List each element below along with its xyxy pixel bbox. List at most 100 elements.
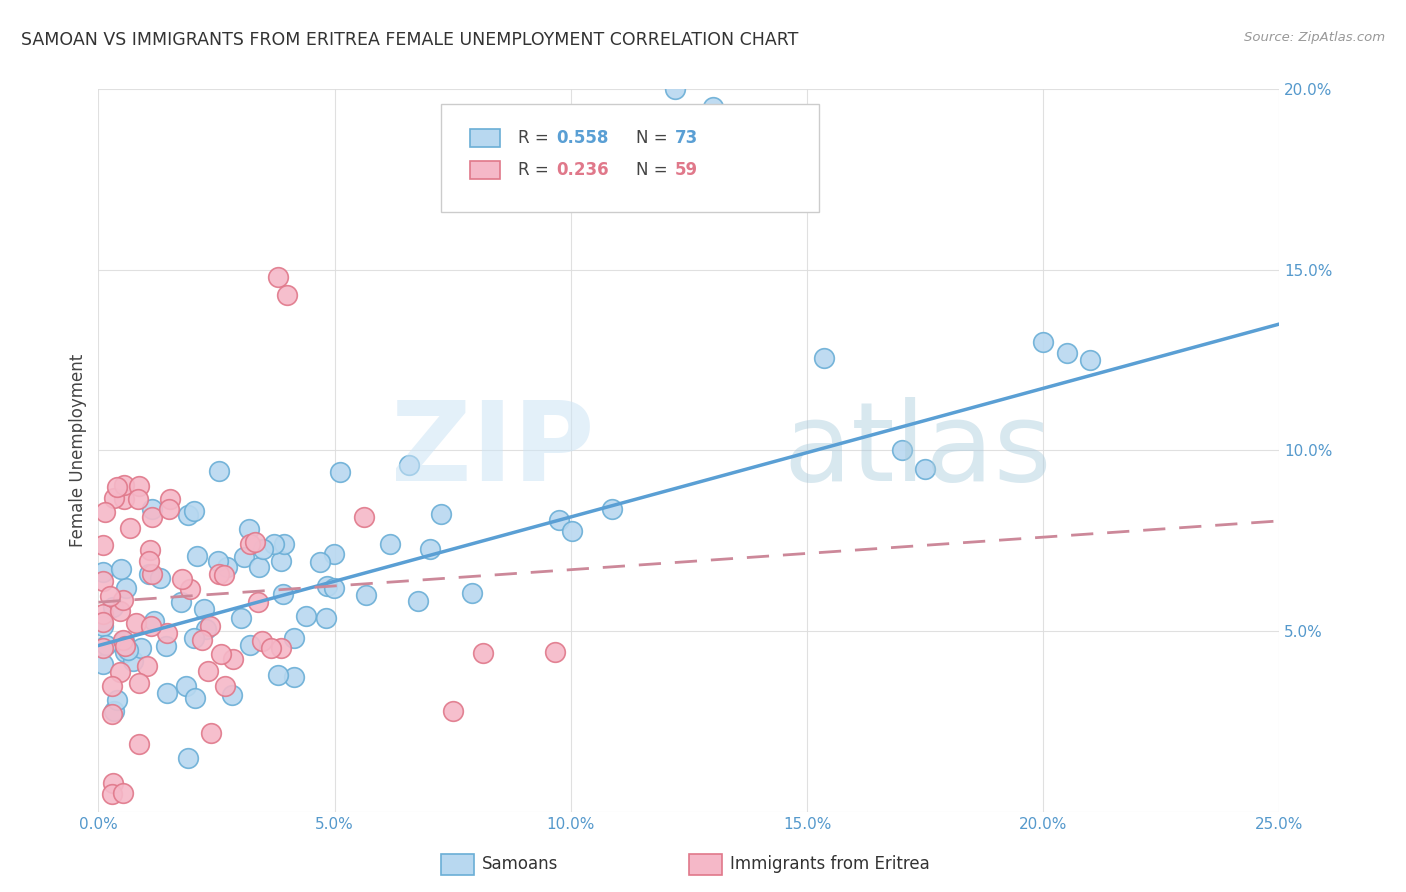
Point [243, 534, 266, 549]
Point [191, 633, 214, 648]
Point [239, 537, 262, 551]
Point [354, 588, 377, 602]
Point [561, 524, 583, 538]
Point [214, 679, 236, 693]
Point [222, 651, 245, 665]
Point [141, 619, 163, 633]
Point [725, 172, 748, 186]
Point [238, 522, 260, 536]
Point [276, 288, 298, 302]
Point [186, 549, 208, 563]
Point [208, 566, 231, 581]
Text: ZIP: ZIP [391, 397, 595, 504]
Text: N =: N = [636, 161, 672, 179]
Point [183, 631, 205, 645]
Point [138, 554, 160, 568]
Point [91, 640, 114, 655]
Point [378, 537, 401, 551]
Point [141, 501, 163, 516]
Point [252, 541, 274, 556]
Point [125, 615, 148, 630]
Point [101, 706, 124, 721]
Point [141, 510, 163, 524]
Point [267, 270, 290, 285]
Point [247, 595, 270, 609]
Text: Samoans: Samoans [482, 855, 558, 873]
Point [129, 641, 152, 656]
Point [115, 581, 138, 595]
Point [600, 501, 623, 516]
Point [101, 679, 124, 693]
Point [329, 465, 352, 479]
Point [108, 665, 131, 679]
Point [197, 664, 219, 678]
FancyBboxPatch shape [471, 161, 501, 179]
Point [93, 505, 115, 519]
Point [664, 82, 686, 96]
Text: 73: 73 [675, 129, 697, 147]
Point [127, 491, 149, 506]
Point [472, 646, 495, 660]
Point [233, 550, 256, 565]
Text: 59: 59 [675, 161, 697, 179]
Point [283, 670, 305, 684]
Point [141, 566, 163, 581]
Point [200, 726, 222, 740]
Text: 0.236: 0.236 [557, 161, 609, 179]
Point [111, 786, 134, 800]
Point [149, 571, 172, 585]
Point [156, 686, 179, 700]
Point [398, 458, 420, 473]
Point [239, 638, 262, 652]
Point [128, 479, 150, 493]
Point [170, 572, 193, 586]
Point [200, 619, 222, 633]
Text: R =: R = [517, 129, 554, 147]
Point [273, 537, 295, 551]
Point [543, 645, 565, 659]
Point [91, 537, 114, 551]
Point [117, 642, 139, 657]
Point [890, 443, 912, 458]
Point [1032, 334, 1054, 349]
Point [221, 688, 243, 702]
Point [212, 567, 235, 582]
Point [229, 610, 252, 624]
Point [91, 615, 114, 629]
Text: Immigrants from Eritrea: Immigrants from Eritrea [730, 855, 929, 873]
Point [548, 514, 571, 528]
Point [271, 587, 294, 601]
Point [323, 581, 346, 595]
Text: R =: R = [517, 161, 554, 179]
FancyBboxPatch shape [441, 855, 474, 874]
Point [128, 738, 150, 752]
Point [103, 705, 125, 719]
Point [208, 464, 231, 478]
Point [91, 565, 114, 579]
Point [914, 461, 936, 475]
Point [101, 776, 124, 790]
Point [266, 668, 288, 682]
Point [110, 562, 132, 576]
Point [111, 632, 134, 647]
Point [295, 609, 318, 624]
Point [135, 659, 157, 673]
Point [193, 602, 215, 616]
Point [101, 599, 124, 614]
Point [105, 480, 128, 494]
Point [247, 560, 270, 574]
FancyBboxPatch shape [689, 855, 723, 874]
Point [103, 491, 125, 505]
Point [155, 640, 177, 654]
Point [207, 554, 229, 568]
Point [250, 634, 273, 648]
Point [91, 574, 114, 588]
Point [1056, 346, 1078, 360]
Point [128, 676, 150, 690]
Point [98, 589, 121, 603]
Point [159, 491, 181, 506]
Point [91, 619, 114, 633]
Text: atlas: atlas [783, 397, 1052, 504]
Point [419, 542, 441, 557]
Point [157, 502, 180, 516]
